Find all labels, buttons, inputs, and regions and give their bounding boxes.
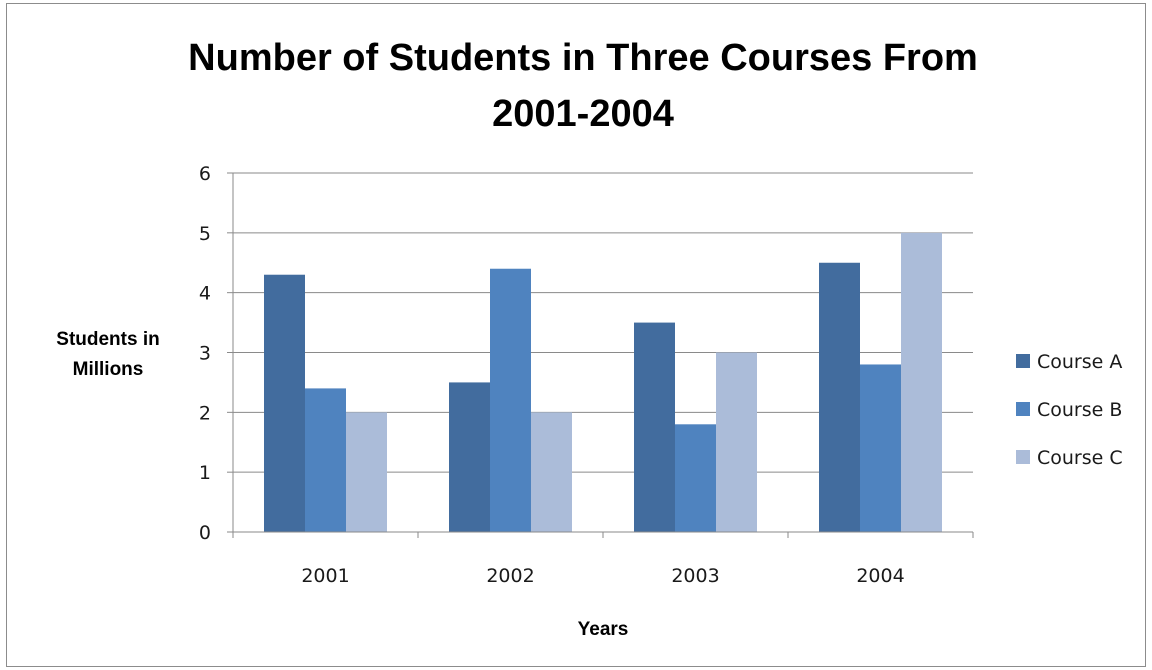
legend-swatch	[1016, 402, 1030, 416]
x-tick-label: 2002	[486, 565, 534, 587]
chart-title-line-1: Number of Students in Three Courses From	[188, 37, 978, 79]
y-tick-label: 5	[199, 223, 211, 245]
legend-swatch	[1016, 354, 1030, 368]
legend-label: Course C	[1037, 447, 1123, 469]
bar-course-c-2003	[716, 352, 757, 532]
bar-course-a-2002	[449, 382, 490, 532]
bars	[264, 232, 942, 533]
y-tick-label: 0	[199, 522, 211, 544]
y-tick-label: 1	[199, 462, 211, 484]
bar-course-b-2003	[675, 424, 716, 532]
bar-course-a-2003	[634, 322, 675, 532]
y-tick-label: 2	[199, 402, 211, 424]
legend-label: Course A	[1037, 351, 1122, 373]
bar-course-a-2004	[819, 262, 860, 532]
chart-frame	[6, 3, 1146, 667]
bar-course-c-2001	[346, 412, 387, 532]
bar-course-b-2004	[860, 364, 901, 532]
legend: Course A Course B Course C	[1016, 351, 1123, 469]
x-tick-label: 2003	[671, 565, 719, 587]
bar-course-b-2002	[490, 268, 531, 532]
x-tick-label: 2004	[856, 565, 904, 587]
legend-label: Course B	[1037, 399, 1122, 421]
y-tick-label: 6	[199, 163, 211, 185]
bar-course-c-2002	[531, 412, 572, 532]
x-axis-label: Years	[578, 619, 629, 640]
legend-swatch	[1016, 450, 1030, 464]
y-axis-label-line-2: Millions	[73, 359, 144, 380]
bar-course-c-2004	[901, 232, 942, 533]
x-tick-label: 2001	[301, 565, 349, 587]
chart-title-line-2: 2001-2004	[492, 93, 674, 135]
axes: 0 1 2 3 4 5 6 2001 2002 2003 2004	[199, 163, 974, 587]
y-axis-label-line-1: Students in	[56, 329, 159, 350]
bar-course-b-2001	[305, 388, 346, 532]
y-tick-label: 3	[199, 343, 211, 365]
bar-course-a-2001	[264, 274, 305, 532]
y-tick-label: 4	[199, 283, 211, 305]
